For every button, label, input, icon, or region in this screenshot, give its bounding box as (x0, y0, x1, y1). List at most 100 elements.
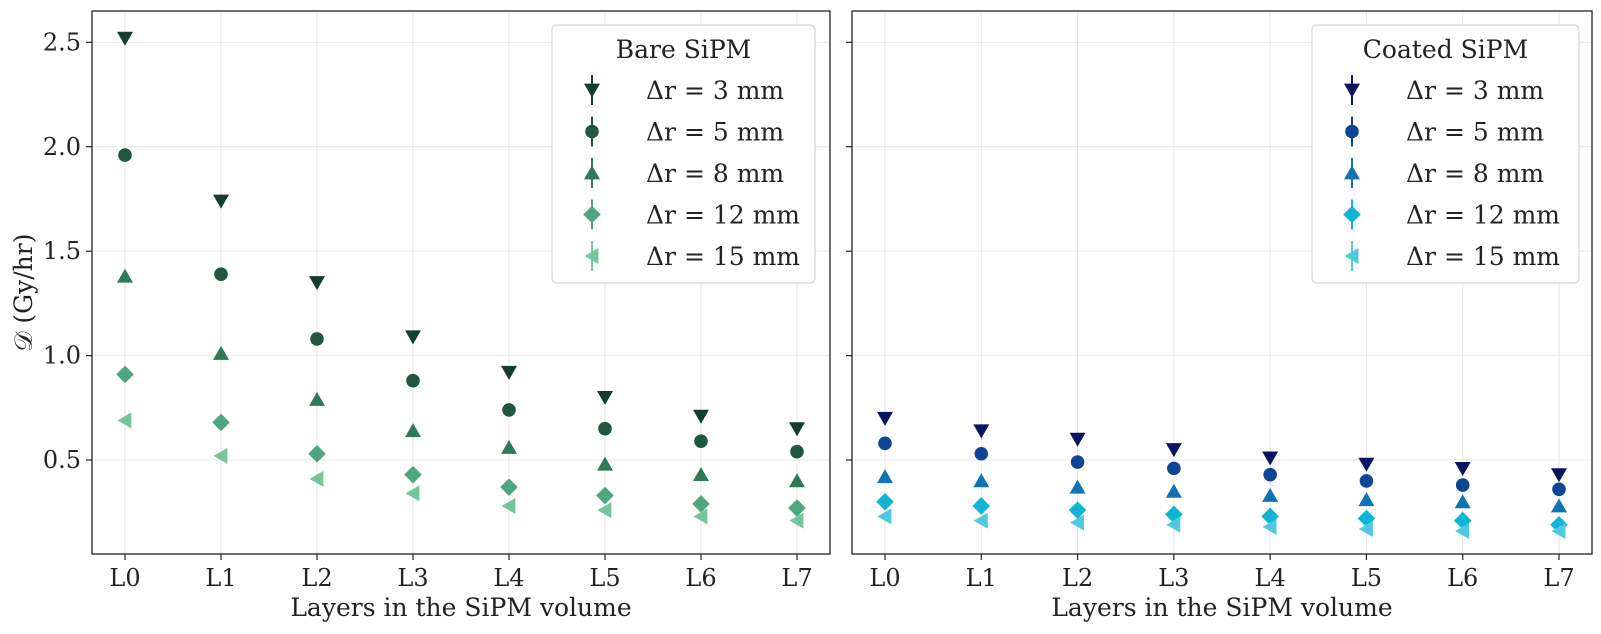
data-point (973, 512, 988, 529)
data-point (405, 423, 421, 438)
data-point (1552, 482, 1566, 497)
legend-marker (583, 205, 601, 224)
data-point (1551, 498, 1567, 513)
data-point (117, 412, 132, 429)
y-tick-label: 2.5 (43, 28, 81, 56)
data-point (1069, 514, 1084, 531)
data-point (1167, 461, 1181, 476)
data-point (500, 478, 518, 496)
chart-panel-right: L0 L1 L2 L3 L4 L5 L6 L7 Layers in the SiPM volum… (846, 10, 1593, 622)
legend: Bare SiPM Δr = 3 mm Δr = 5 mm Δr = 8 mm Δr =… (551, 24, 816, 284)
data-point (1359, 474, 1374, 488)
data-point (693, 467, 709, 482)
data-point (1263, 467, 1277, 482)
data-point (1069, 479, 1086, 494)
data-point (972, 497, 991, 515)
legend-box (551, 24, 816, 284)
legend-title: Bare SiPM (616, 35, 752, 64)
legend-marker (1344, 83, 1360, 98)
legend-label: Δr = 12 mm (646, 201, 800, 230)
data-point (1165, 483, 1182, 498)
x-tick-label: L2 (301, 564, 332, 592)
legend-label: Δr = 15 mm (1406, 242, 1560, 271)
data-point (597, 456, 613, 471)
legend: Coated SiPM Δr = 3 mm Δr = 5 mm Δr = 8 mm Δr… (1311, 24, 1580, 284)
data-point (789, 473, 805, 488)
data-point (309, 470, 324, 487)
data-point (1551, 523, 1566, 540)
y-tick-label: 2.0 (43, 133, 81, 161)
x-axis-label: Layers in the SiPM volume (1051, 593, 1392, 622)
data-point (1551, 468, 1567, 483)
x-tick-label: L4 (493, 564, 524, 592)
legend-label: Δr = 3 mm (646, 76, 784, 105)
x-tick-label: L0 (869, 564, 900, 592)
data-point (1166, 516, 1181, 533)
data-point (1455, 478, 1470, 492)
legend-marker (1343, 205, 1361, 224)
legend-label: Δr = 8 mm (646, 159, 784, 188)
data-point (406, 373, 420, 388)
data-point (789, 512, 804, 529)
x-tick-label: L3 (397, 564, 428, 592)
data-point (1454, 461, 1471, 476)
data-point (789, 422, 805, 437)
data-point (213, 447, 228, 464)
data-point (309, 276, 325, 291)
data-point (694, 434, 708, 449)
data-point (404, 465, 422, 484)
data-point (1358, 457, 1375, 472)
data-point (117, 268, 133, 283)
y-axis-label: 𝒟 (Gy/hr) (9, 234, 38, 352)
y-tick-label: 1.0 (43, 342, 81, 370)
data-point (117, 31, 133, 46)
legend-marker (584, 248, 599, 264)
axes-frame (851, 10, 1593, 555)
x-tick-label: L7 (1543, 564, 1574, 592)
x-tick-label: L0 (109, 564, 140, 592)
data-point (597, 390, 613, 405)
data-point (1262, 487, 1279, 502)
data-point (693, 508, 708, 525)
series-3 (877, 469, 1567, 513)
legend-label: Δr = 5 mm (646, 118, 784, 147)
data-point (118, 148, 132, 162)
data-point (596, 486, 614, 505)
data-point (877, 469, 893, 484)
data-point (877, 411, 893, 426)
legend-label: Δr = 5 mm (1406, 118, 1544, 147)
data-point (501, 365, 517, 380)
x-tick-label: L1 (966, 564, 997, 592)
series-1 (877, 411, 1567, 483)
data-point (973, 473, 990, 488)
x-tick-label: L6 (685, 564, 716, 592)
data-point (214, 267, 228, 281)
legend-marker (584, 165, 600, 180)
legend-box (1311, 24, 1580, 284)
series-2 (878, 436, 1566, 497)
data-point (1262, 451, 1279, 466)
data-point (1068, 501, 1087, 519)
legend-marker (1344, 248, 1359, 264)
axes-frame (91, 10, 831, 555)
data-point (693, 409, 709, 424)
legend-marker (584, 83, 600, 98)
x-tick-label: L5 (589, 564, 620, 592)
data-point (790, 444, 804, 459)
y-tick-label: 0.5 (43, 446, 81, 474)
series-3 (117, 268, 805, 488)
x-tick-label: L5 (1351, 564, 1382, 592)
data-point (692, 495, 710, 513)
data-point (1069, 432, 1086, 447)
x-tick-label: L1 (205, 564, 236, 592)
data-point (309, 391, 325, 406)
data-point (502, 403, 516, 417)
data-point (212, 413, 230, 432)
data-point (1165, 443, 1182, 458)
data-point (501, 497, 516, 514)
data-point (1455, 523, 1470, 540)
data-point (501, 439, 517, 454)
data-point (213, 194, 229, 209)
x-tick-label: L7 (781, 564, 812, 592)
